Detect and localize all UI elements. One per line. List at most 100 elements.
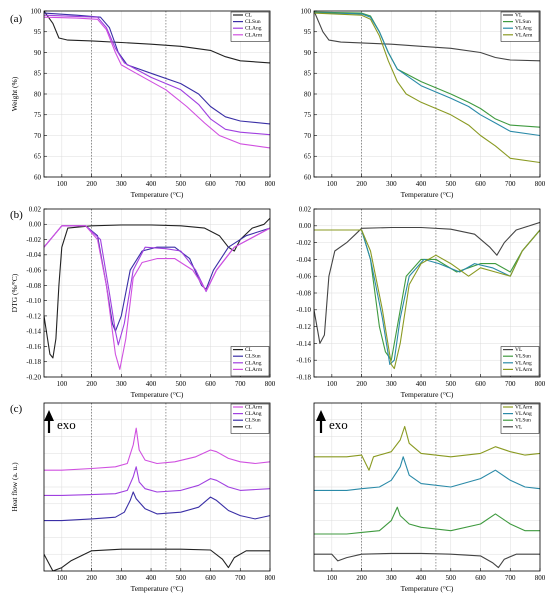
- y-tick-label: -0.08: [296, 289, 311, 297]
- x-tick-label: 500: [446, 574, 457, 582]
- legend-entry: CLAng: [245, 26, 262, 32]
- series-line-vlarm: [314, 12, 540, 164]
- legend-box: [230, 11, 270, 42]
- legend-entry: CLSun: [245, 19, 261, 25]
- x-tick-label: 300: [116, 574, 127, 582]
- series-line-clsun: [44, 12, 270, 125]
- series-line-vlang: [314, 12, 540, 137]
- exo-arrowhead-right-icon: [316, 410, 326, 421]
- x-tick-label: 100: [327, 380, 338, 388]
- x-tick-label: 600: [205, 180, 216, 188]
- x-tick-label: 700: [505, 380, 516, 388]
- x-tick-label: 100: [327, 574, 338, 582]
- x-tick-label: 700: [505, 180, 516, 188]
- x-tick-label: 300: [386, 380, 397, 388]
- x-tick-label: 500: [176, 180, 187, 188]
- panel-label-b: (b): [10, 209, 23, 221]
- series-line-cl: [44, 548, 270, 571]
- y-tick-label: -0.16: [296, 357, 311, 365]
- y-tick-label: 90: [34, 49, 42, 57]
- legend-entry: VLAng: [515, 360, 532, 366]
- x-tick-label: 600: [475, 574, 486, 582]
- y-tick-label: -0.04: [296, 256, 311, 264]
- x-axis-label: Temperature (°C): [131, 584, 184, 593]
- x-tick-label: 500: [446, 180, 457, 188]
- y-tick-label: 100: [31, 7, 42, 15]
- exo-label-right: exo: [329, 417, 348, 432]
- legend-entry: CLArm: [245, 32, 263, 38]
- dtg-cl-chart: 100 200 300 400 500 600 700 800 0.02 0.00 -0.02 -0.…: [10, 205, 276, 399]
- y-tick-label: 75: [304, 111, 312, 119]
- x-tick-label: 200: [356, 180, 367, 188]
- x-axis-label: Temperature (°C): [401, 584, 454, 593]
- y-tick-label: -0.02: [26, 236, 41, 244]
- y-axis-label: Heat flow (a. u.): [10, 462, 19, 512]
- x-tick-label: 400: [146, 180, 157, 188]
- tga-vl-chart: 100 200 300 400 500 600 700 800 60 65 70 75 80 85 90 95…: [301, 7, 546, 199]
- legend-entry: CL: [245, 13, 253, 19]
- y-tick-label: -0.18: [296, 373, 311, 381]
- x-tick-label: 200: [356, 380, 367, 388]
- y-tick-label: 65: [34, 153, 42, 161]
- legend-entry: CLSun: [245, 418, 261, 424]
- y-tick-label: 0.02: [29, 205, 42, 213]
- y-tick-label: -0.02: [296, 239, 311, 247]
- series-line-clarm: [44, 16, 270, 149]
- legend-entry: VL: [515, 347, 523, 353]
- legend-entry: VLSun: [515, 19, 531, 25]
- y-tick-label: 0.00: [29, 221, 42, 229]
- series-line-vl: [314, 11, 540, 62]
- legend-box: [500, 346, 540, 377]
- series-line-clang: [44, 14, 270, 136]
- x-tick-label: 700: [235, 180, 246, 188]
- x-tick-label: 400: [416, 180, 427, 188]
- y-tick-label: 80: [304, 90, 312, 98]
- x-tick-label: 800: [265, 180, 276, 188]
- x-axis-label: Temperature (°C): [401, 190, 454, 199]
- x-axis-label: Temperature (°C): [401, 390, 454, 399]
- x-tick-label: 400: [416, 574, 427, 582]
- y-tick-label: 85: [304, 70, 312, 78]
- x-tick-label: 600: [475, 180, 486, 188]
- x-tick-label: 800: [265, 574, 276, 582]
- x-tick-label: 800: [535, 180, 546, 188]
- series-line-clang: [44, 466, 270, 496]
- x-tick-label: 800: [535, 380, 546, 388]
- panel-label-c: (c): [10, 403, 23, 415]
- panel-label-a: (a): [10, 13, 23, 25]
- y-tick-label: 75: [34, 111, 42, 119]
- y-tick-label: 95: [34, 28, 42, 36]
- y-tick-label: 60: [304, 173, 312, 181]
- legend-entry: CL: [245, 347, 253, 353]
- x-tick-label: 200: [86, 180, 97, 188]
- x-tick-label: 400: [416, 380, 427, 388]
- x-tick-label: 500: [446, 380, 457, 388]
- x-tick-label: 600: [205, 380, 216, 388]
- x-tick-label: 700: [235, 574, 246, 582]
- y-tick-label: -0.14: [296, 340, 311, 348]
- legend-entry: VLSun: [515, 418, 531, 424]
- series-line-vlarm: [314, 229, 540, 370]
- legend-box: [230, 403, 270, 434]
- y-tick-label: 0.02: [299, 205, 312, 213]
- legend-entry: CLAng: [245, 411, 262, 417]
- series-line-vlsun: [314, 506, 540, 535]
- y-tick-label: 85: [34, 70, 42, 78]
- legend-box: [500, 403, 540, 434]
- plot-frame: [43, 208, 271, 378]
- x-axis-label: Temperature (°C): [131, 190, 184, 199]
- series-line-clsun: [44, 491, 270, 522]
- x-tick-label: 200: [356, 574, 367, 582]
- y-tick-label: -0.08: [26, 282, 41, 290]
- x-tick-label: 100: [57, 380, 68, 388]
- series-line-cl: [44, 217, 270, 359]
- series-line-vl: [314, 221, 540, 344]
- x-tick-label: 600: [475, 380, 486, 388]
- exo-label-left: exo: [57, 417, 76, 432]
- legend-box: [500, 11, 540, 42]
- y-tick-label: -0.04: [26, 251, 41, 259]
- legend-entry: VLArm: [515, 405, 533, 411]
- legend-entry: VLArm: [515, 32, 533, 38]
